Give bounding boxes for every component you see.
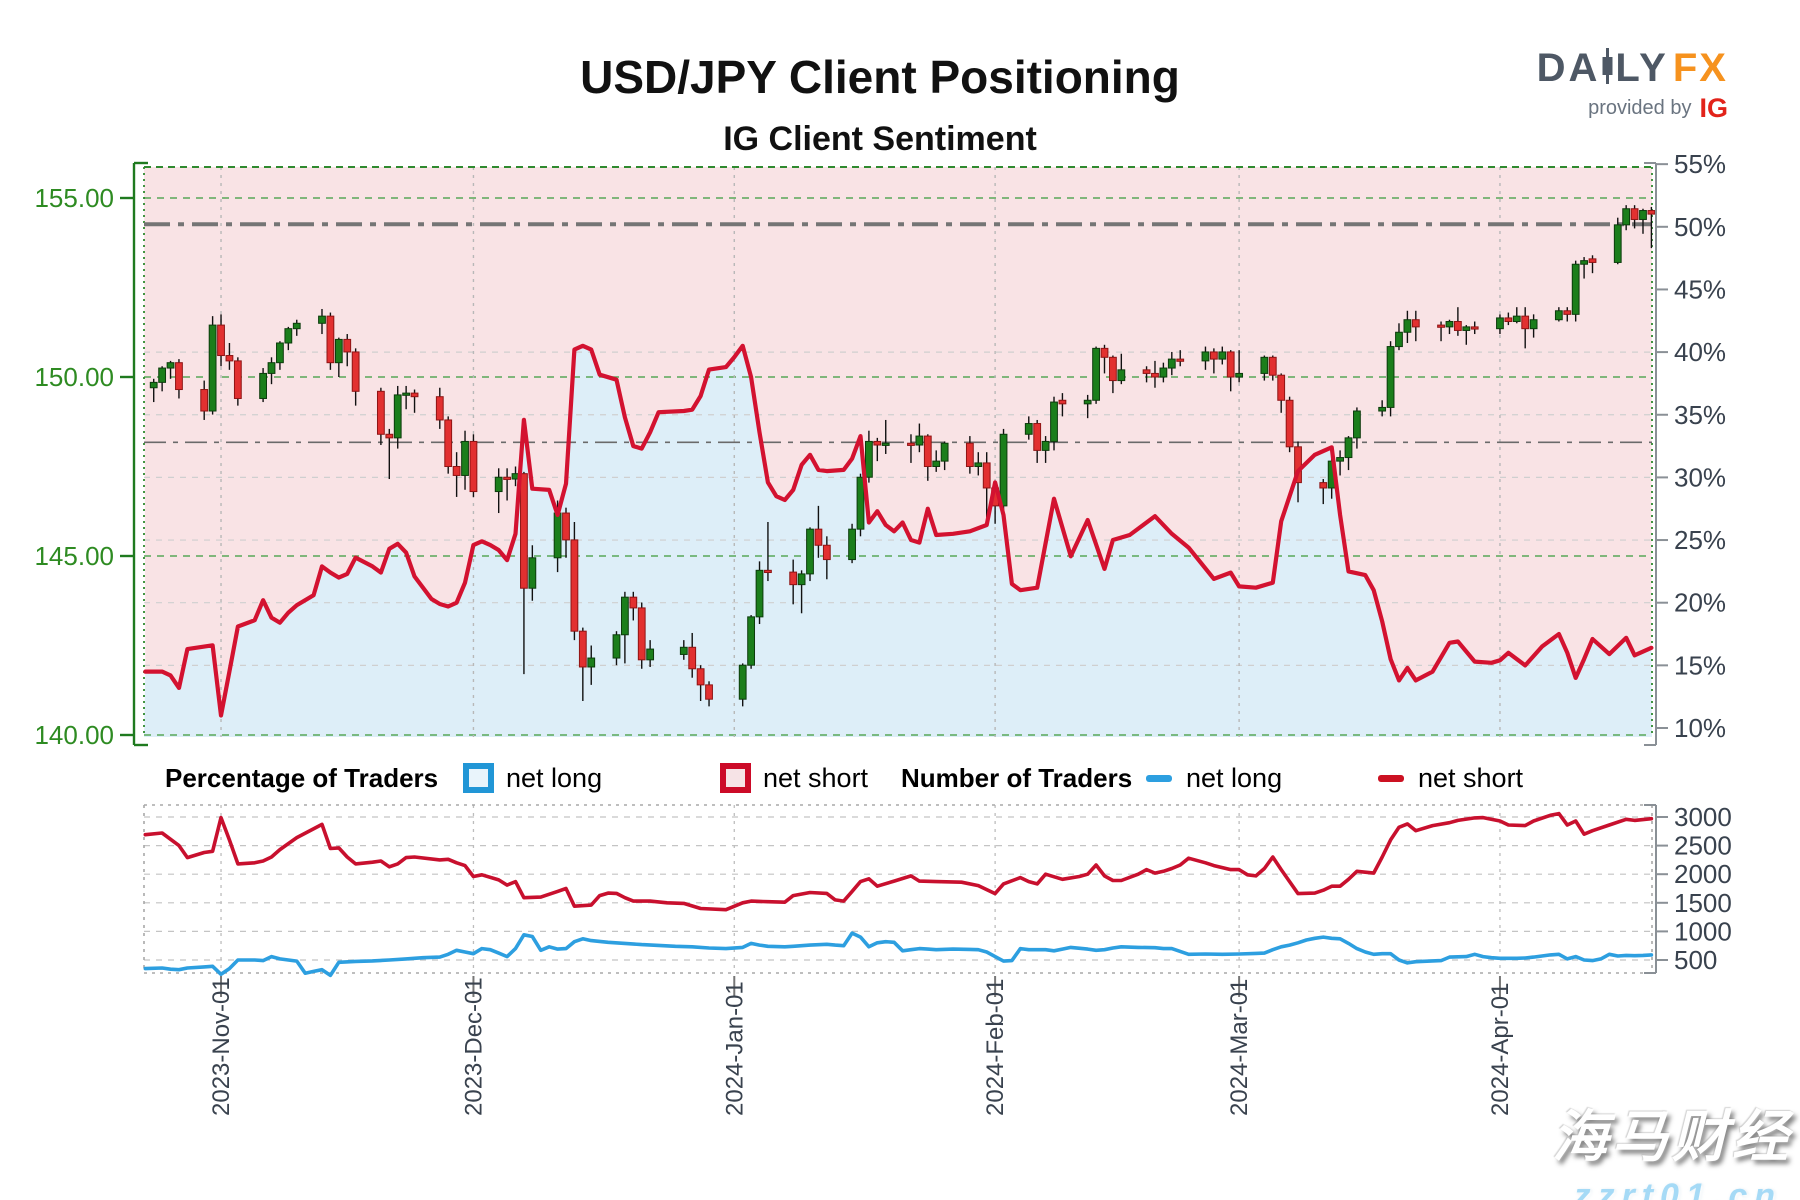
svg-text:15%: 15%: [1674, 650, 1726, 680]
svg-text:2000: 2000: [1674, 859, 1732, 889]
legend-pct-header: Percentage of Traders: [165, 762, 439, 793]
svg-text:150.00: 150.00: [34, 362, 114, 392]
legend-num-header: Number of Traders: [901, 762, 1133, 793]
legend-pct-net-long: net long: [463, 760, 602, 796]
price-axis: 155.00 150.00 145.00 140.00: [34, 161, 148, 750]
page-title: USD/JPY Client Positioning: [580, 51, 1180, 103]
net-long-line-icon: [1146, 774, 1172, 782]
svg-text:30%: 30%: [1674, 462, 1726, 492]
trader-count-lines: [143, 811, 1654, 978]
svg-text:2024-Feb-01: 2024-Feb-01: [982, 979, 1009, 1116]
net-short-line-icon: [1378, 774, 1404, 782]
date-axis: 2023-Nov-01 2023-Dec-01 2024-Jan-01 2024-Fe…: [208, 976, 1514, 1116]
svg-text:2024-Jan-01: 2024-Jan-01: [721, 981, 748, 1116]
dailyfx-wordmark: DA LY FX: [1513, 46, 1728, 91]
legend-num-net-long: net long: [1146, 760, 1282, 796]
legend-pct-net-short: net short: [720, 760, 868, 796]
ig-logo: IG: [1699, 93, 1728, 123]
sentiment-fills: [144, 167, 1652, 737]
candlestick-icon: [1601, 48, 1614, 89]
svg-text:10%: 10%: [1674, 713, 1726, 743]
svg-text:1500: 1500: [1674, 888, 1732, 918]
svg-text:145.00: 145.00: [34, 541, 114, 571]
net-short-swatch-icon: [720, 763, 751, 793]
svg-text:500: 500: [1674, 945, 1717, 975]
svg-text:50%: 50%: [1674, 212, 1726, 242]
chart-title: IG Client Sentiment: [723, 120, 1037, 158]
sentiment-reference-lines: [144, 222, 1652, 444]
svg-text:140.00: 140.00: [34, 720, 114, 750]
gridlines: [144, 167, 1652, 737]
svg-text:35%: 35%: [1674, 400, 1726, 430]
candles-layer: [149, 205, 1656, 707]
provided-by-label: provided by: [1588, 97, 1692, 119]
svg-text:155.00: 155.00: [34, 183, 114, 213]
svg-text:55%: 55%: [1674, 149, 1726, 179]
svg-text:1000: 1000: [1674, 916, 1732, 946]
svg-text:40%: 40%: [1674, 337, 1726, 367]
svg-text:2500: 2500: [1674, 831, 1732, 861]
svg-text:2024-Mar-01: 2024-Mar-01: [1226, 979, 1253, 1116]
net-short-pct-line: [143, 343, 1654, 718]
traders-net-long-line: [143, 931, 1654, 978]
svg-text:3000: 3000: [1674, 802, 1732, 832]
svg-text:20%: 20%: [1674, 588, 1726, 618]
main-plot-border: [143, 166, 1653, 737]
provided-by-row: provided by IG: [1513, 93, 1728, 124]
logo-text-da: DA: [1536, 46, 1601, 90]
svg-text:25%: 25%: [1674, 525, 1726, 555]
svg-text:2023-Dec-01: 2023-Dec-01: [460, 977, 487, 1116]
svg-text:2023-Nov-01: 2023-Nov-01: [208, 977, 235, 1116]
traders-net-short-line: [143, 811, 1654, 912]
pct-axis: 55% 50% 45% 40% 35% 30% 25% 20% 15% 10%: [1644, 149, 1726, 746]
legend-num-net-short: net short: [1378, 760, 1523, 796]
net-long-swatch-icon: [463, 763, 494, 793]
logo-text-fx: FX: [1672, 46, 1728, 90]
logo-text-ly: LY: [1615, 46, 1669, 90]
sub-plot-border: [143, 804, 1653, 974]
svg-text:2024-Apr-01: 2024-Apr-01: [1487, 983, 1514, 1116]
dailyfx-logo: DA LY FX provided by IG: [1513, 46, 1728, 124]
svg-text:45%: 45%: [1674, 274, 1726, 304]
